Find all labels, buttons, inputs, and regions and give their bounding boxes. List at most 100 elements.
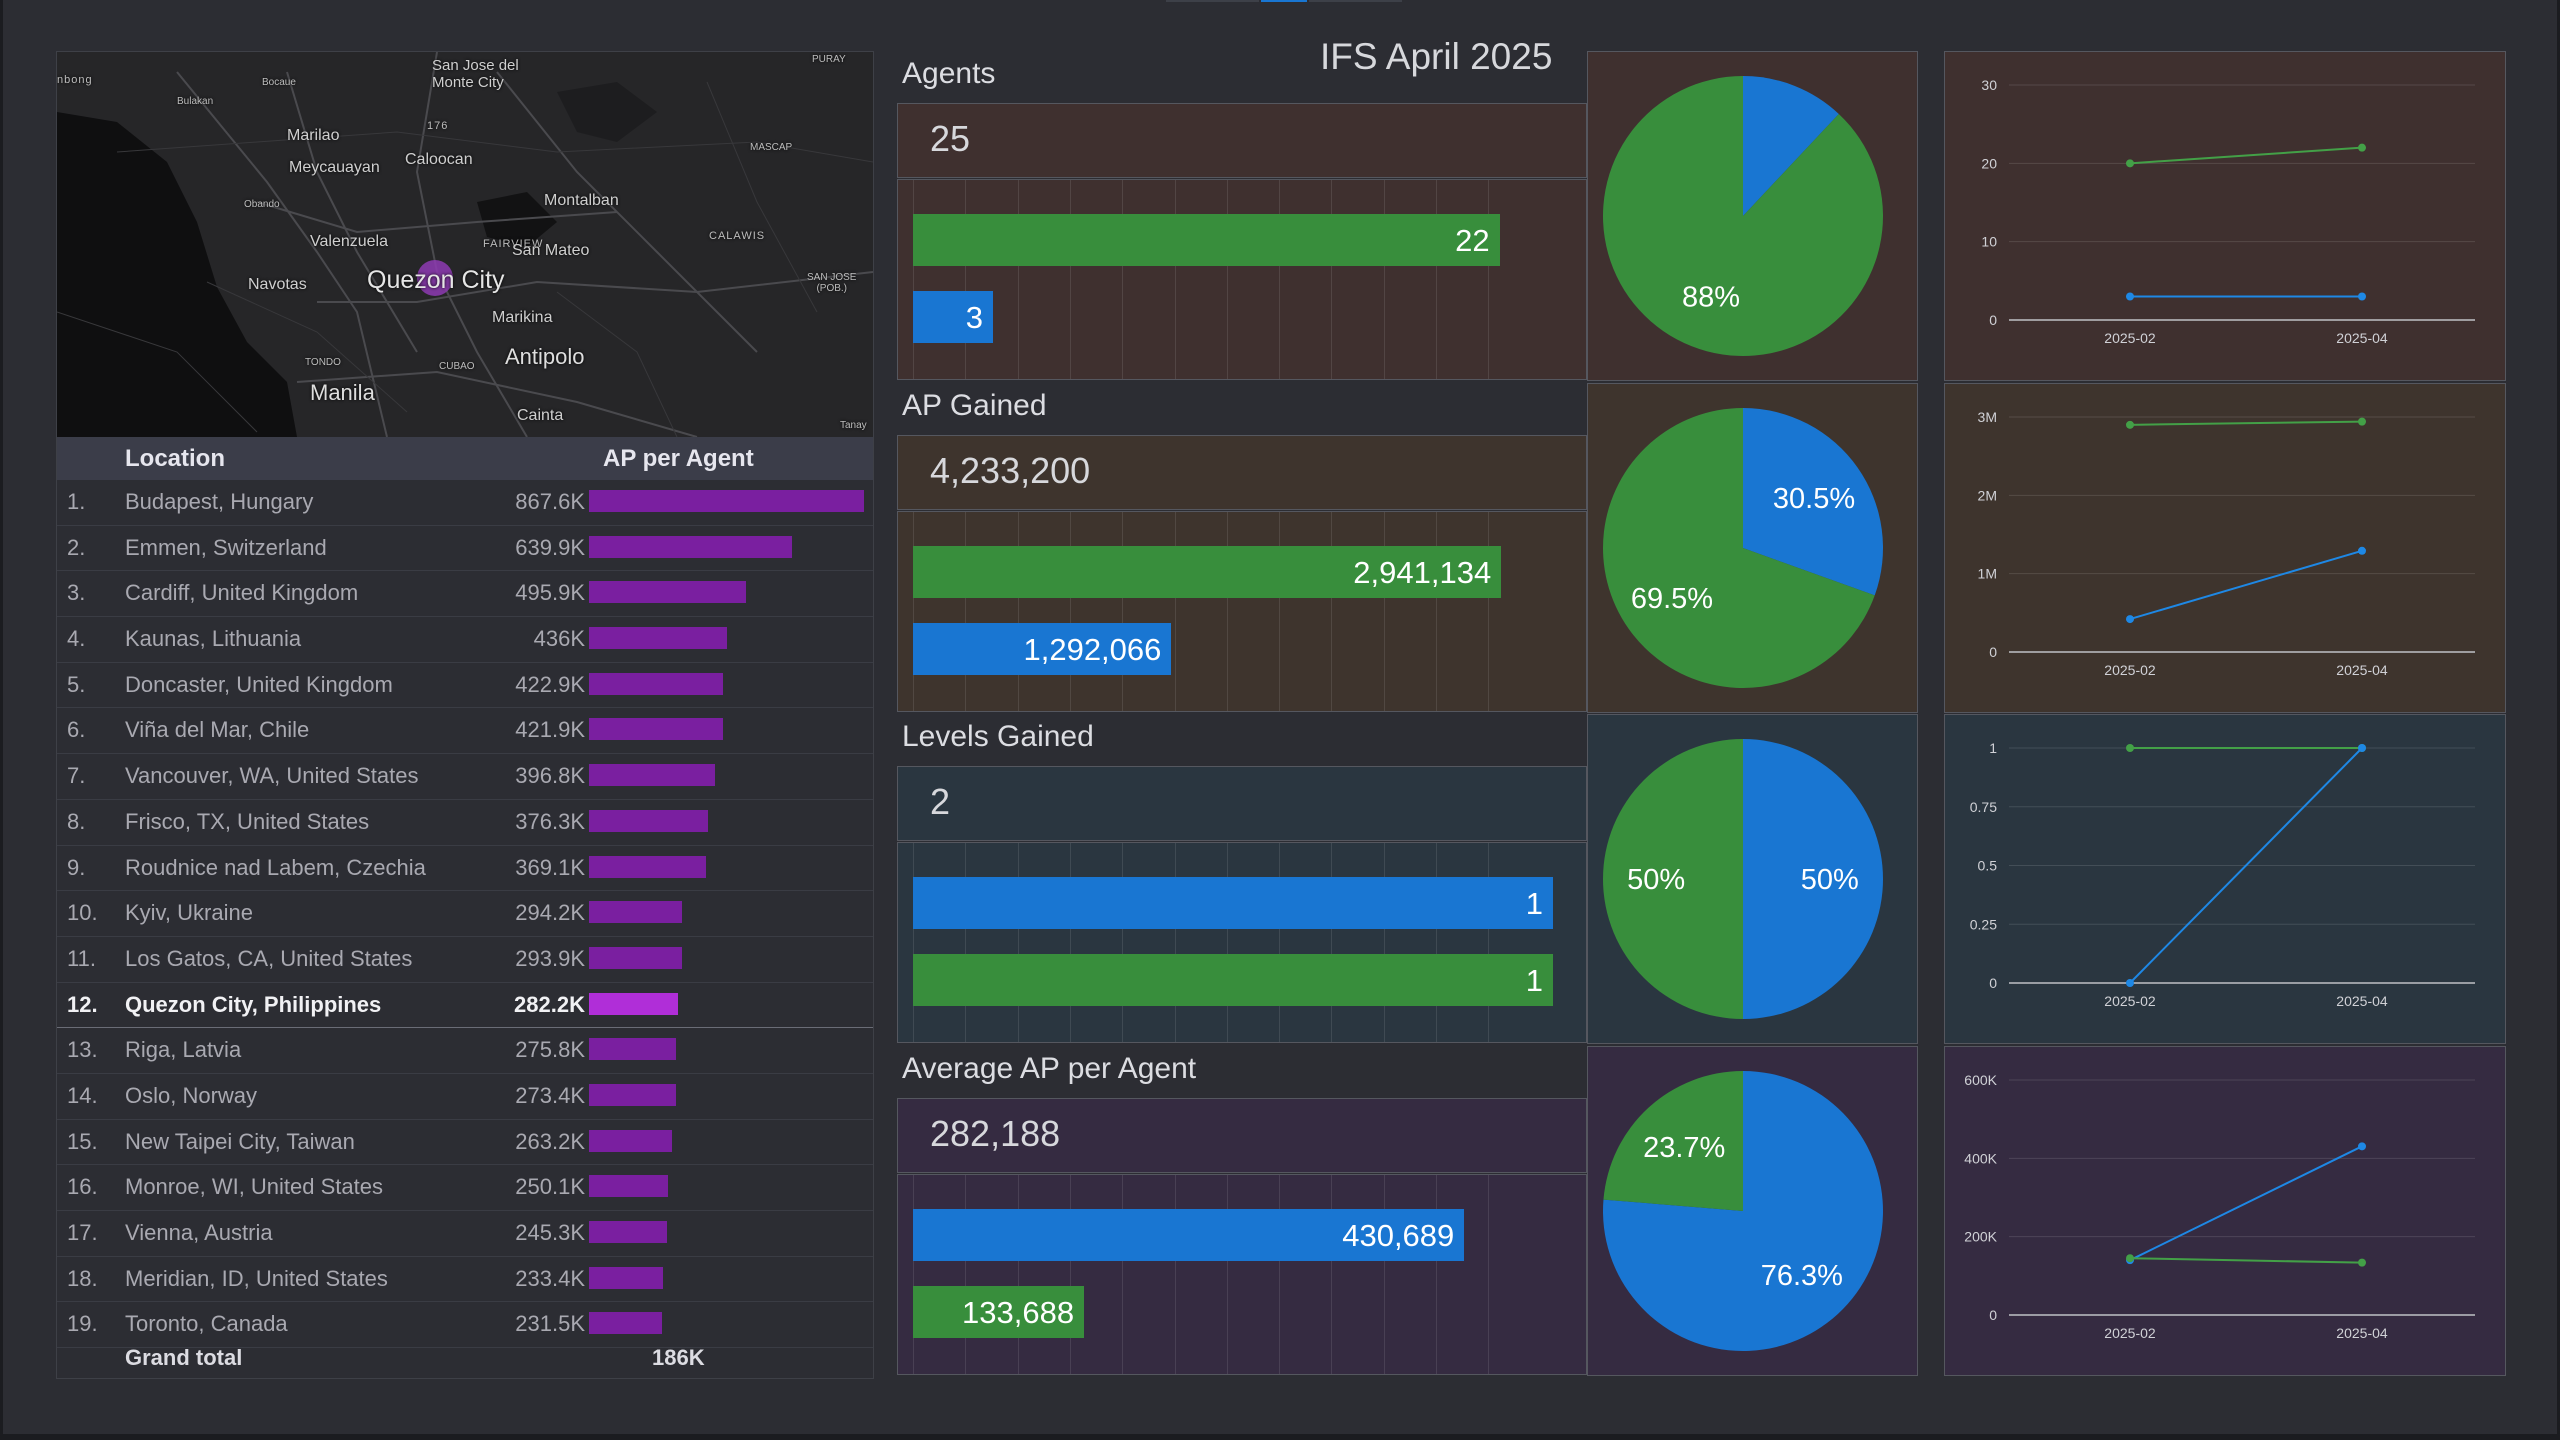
gridline (1226, 1175, 1228, 1374)
line-chart-ap[interactable]: 0 1M 2M 3M 2025-02 2025-04 (1944, 383, 2506, 713)
location-name: Cardiff, United Kingdom (125, 580, 359, 606)
table-row[interactable]: 13. Riga, Latvia 275.8K (57, 1028, 873, 1074)
bar-blue[interactable]: 1,292,066 (913, 623, 1172, 675)
pie-slice-blue (1743, 739, 1883, 1019)
table-row[interactable]: 1. Budapest, Hungary 867.6K (57, 480, 873, 526)
map-label: FAIRVIEW (483, 238, 544, 250)
table-row[interactable]: 3. Cardiff, United Kingdom 495.9K (57, 571, 873, 618)
table-row[interactable]: 5. Doncaster, United Kingdom 422.9K (57, 663, 873, 709)
table-row[interactable]: 19. Toronto, Canada 231.5K (57, 1302, 873, 1349)
page-indicator-active[interactable] (1261, 0, 1307, 2)
data-point-blue (2126, 615, 2134, 624)
gridline (1488, 512, 1490, 711)
table-row[interactable]: 14. Oslo, Norway 273.4K (57, 1074, 873, 1120)
pie-chart-ap[interactable]: 30.5% 69.5% (1587, 383, 1918, 713)
bar-green[interactable]: 1 (913, 954, 1553, 1006)
table-row[interactable]: 15. New Taipei City, Taiwan 263.2K (57, 1120, 873, 1166)
ap-bar (589, 764, 715, 787)
gridline (965, 512, 967, 711)
pie-chart-levels[interactable]: 50% 50% (1587, 714, 1918, 1044)
page-indicator[interactable] (1166, 0, 1259, 2)
page-indicator[interactable] (1309, 0, 1402, 2)
bar-blue[interactable]: 430,689 (913, 1209, 1465, 1261)
pie-label: 69.5% (1631, 583, 1713, 615)
ap-bar (589, 1129, 673, 1152)
table-row[interactable]: 11. Los Gatos, CA, United States 293.9K (57, 937, 873, 983)
map[interactable]: nbong San Jose del Monte City Bocaue Bul… (57, 52, 873, 437)
location-name: Los Gatos, CA, United States (125, 945, 413, 971)
ap-value: 396.8K (515, 763, 585, 789)
location-name: Quezon City, Philippines (125, 991, 382, 1017)
rank-number: 18. (67, 1265, 98, 1291)
location-name: Emmen, Switzerland (125, 534, 327, 560)
grand-total-value: 186K (652, 1345, 705, 1370)
map-label: Valenzuela (310, 233, 388, 250)
line-chart-agents[interactable]: 0 10 20 30 2025-02 2025-04 (1944, 51, 2506, 381)
ap-value: 369.1K (515, 854, 585, 880)
bar-value-label: 22 (1455, 223, 1490, 258)
table-row[interactable]: 4. Kaunas, Lithuania 436K (57, 617, 873, 663)
column-header-ap[interactable]: AP per Agent (603, 445, 754, 472)
bar-chart-ap[interactable]: 2,941,134 1,292,066 (897, 511, 1587, 712)
map-label: San Jose del Monte City (432, 57, 519, 91)
gridline (1226, 843, 1228, 1042)
dashboard-title: IFS April 2025 (1320, 36, 1553, 77)
data-point-blue (2126, 292, 2134, 301)
location-name: New Taipei City, Taiwan (125, 1128, 355, 1154)
rank-number: 17. (67, 1220, 98, 1245)
table-row[interactable]: 9. Roudnice nad Labem, Czechia 369.1K (57, 846, 873, 892)
y-tick-label: 200K (1964, 1229, 1997, 1245)
x-tick-label: 2025-04 (2336, 993, 2388, 1009)
map-label: CALAWIS (709, 230, 766, 242)
y-tick-label: 400K (1964, 1150, 1997, 1166)
map-label: CUBAO (439, 361, 475, 372)
ap-bar (589, 992, 679, 1015)
line-chart-levels[interactable]: 0 0.25 0.5 0.75 1 2025-02 2025-04 (1944, 714, 2506, 1044)
map-label: Bulakan (177, 96, 214, 107)
map-label: SAN JOSE (POB.) (807, 272, 857, 294)
table-row[interactable]: 16. Monroe, WI, United States 250.1K (57, 1165, 873, 1211)
location-name: Doncaster, United Kingdom (125, 671, 393, 697)
y-tick-label: 30 (1981, 77, 1997, 93)
kpi-levels: 2 (897, 766, 1587, 841)
pie-chart-agents[interactable]: 88% (1587, 51, 1918, 381)
gridline (1017, 180, 1019, 379)
table-row[interactable]: 18. Meridian, ID, United States 233.4K (57, 1257, 873, 1303)
bar-blue[interactable]: 3 (913, 291, 993, 343)
ap-bar (589, 535, 792, 558)
bar-chart-agents[interactable]: 22 3 (897, 179, 1587, 380)
gridline (1279, 1175, 1281, 1374)
bar-green[interactable]: 2,941,134 (913, 546, 1502, 598)
line-svg: 0 200K 400K 600K 2025-02 2025-04 (1964, 1072, 2475, 1341)
map-label: Tanay (840, 420, 867, 431)
map-label: 176 (427, 120, 449, 132)
ap-bar (589, 1038, 677, 1061)
y-tick-label: 0.25 (1970, 916, 1997, 932)
table-row[interactable]: 2. Emmen, Switzerland 639.9K (57, 526, 873, 572)
bar-green[interactable]: 22 (913, 214, 1500, 266)
table-row[interactable]: 8. Frisco, TX, United States 376.3K (57, 800, 873, 846)
bar-blue[interactable]: 1 (913, 877, 1553, 929)
line-chart-avg[interactable]: 0 200K 400K 600K 2025-02 2025-04 (1944, 1046, 2506, 1376)
table-row[interactable]: 10. Kyiv, Ukraine 294.2K (57, 891, 873, 937)
pie-svg: 76.3% 23.7% (1603, 1071, 1883, 1351)
table-row[interactable]: 7. Vancouver, WA, United States 396.8K (57, 754, 873, 800)
table-row[interactable]: 6. Viña del Mar, Chile 421.9K (57, 708, 873, 755)
rank-number: 6. (67, 717, 86, 743)
column-header-location[interactable]: Location (125, 445, 225, 472)
bar-green[interactable]: 133,688 (913, 1286, 1085, 1338)
grand-total-row: Grand total 186K (57, 1334, 873, 1378)
table-header[interactable]: Location AP per Agent (57, 437, 873, 480)
map-label: Caloocan (405, 151, 473, 168)
table-row[interactable]: 12. Quezon City, Philippines 282.2K (57, 983, 873, 1029)
pie-chart-avg[interactable]: 76.3% 23.7% (1587, 1046, 1918, 1376)
table-row[interactable]: 17. Vienna, Austria 245.3K (57, 1211, 873, 1257)
x-tick-label: 2025-02 (2104, 330, 2156, 346)
pie-label: 30.5% (1773, 483, 1855, 515)
ap-bar (589, 809, 709, 832)
gridline (1436, 180, 1437, 379)
data-point-blue (2358, 292, 2366, 301)
bar-chart-avg[interactable]: 430,689 133,688 (897, 1174, 1587, 1375)
gridline (965, 1175, 967, 1374)
